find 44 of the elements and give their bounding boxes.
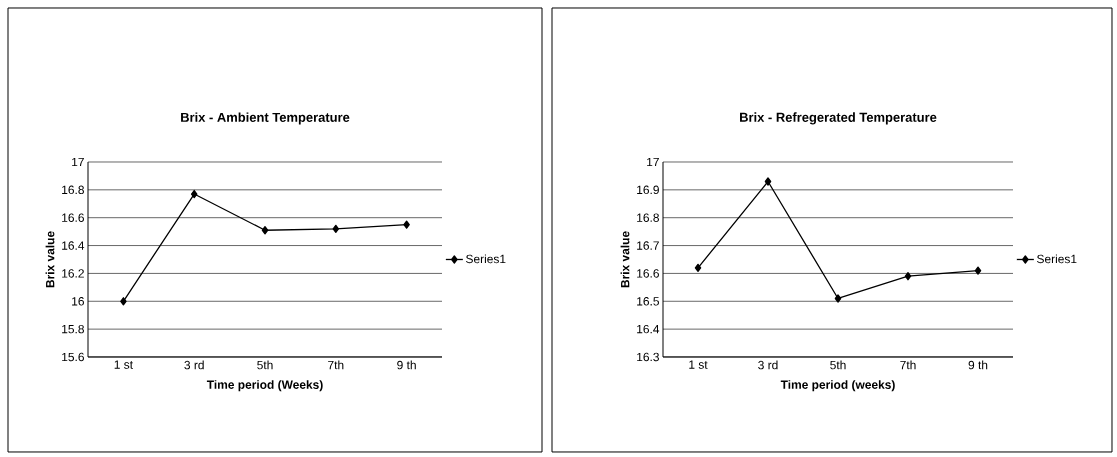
point: [694, 263, 702, 272]
y-tick-label: 15.6: [62, 352, 84, 362]
point: [904, 272, 912, 281]
x-tick-label: 5th: [830, 360, 846, 370]
y-tick-label: 16.6: [62, 213, 84, 222]
y-tick-label: 16: [72, 297, 84, 306]
y-tick-label: 17: [72, 157, 84, 167]
y-tick-label: 15.8: [62, 324, 84, 334]
y-tick-label: 17: [647, 157, 659, 167]
point: [190, 189, 198, 199]
y-tick-label: 16.4: [62, 241, 85, 250]
legend-label: Series1: [466, 254, 506, 264]
y-tick-label: 16.8: [637, 213, 659, 222]
point: [764, 177, 772, 186]
x-tick-label: 1 st: [689, 360, 708, 369]
y-tick-label: 16.6: [637, 269, 659, 278]
x-tick-label: 3 rd: [184, 360, 204, 370]
x-axis-title: Time period (Weeks): [206, 380, 323, 392]
point: [332, 224, 340, 233]
y-tick-label: 16.2: [62, 269, 84, 278]
legend-label: Series1: [1037, 254, 1077, 264]
x-axis-title: Time period (weeks): [780, 380, 895, 392]
x-tick-label: 7th: [900, 360, 916, 370]
y-tick-label: 16.7: [637, 241, 659, 250]
y-tick-label: 16.3: [637, 352, 659, 362]
y-tick-label: 16.5: [637, 297, 659, 306]
y-tick-label: 16.4: [637, 324, 660, 334]
y-tick-label: 16.9: [637, 185, 659, 195]
point: [403, 220, 410, 229]
y-axis-title: Brix value: [620, 231, 630, 288]
point: [120, 297, 127, 306]
point: [261, 226, 269, 235]
x-tick-label: 3 rd: [758, 360, 778, 370]
y-axis-title: Brix value: [45, 231, 55, 288]
chart-title: Brix - Refregerated Temperature: [740, 112, 937, 125]
x-tick-label: 9 th: [968, 360, 988, 370]
chart-title: Brix - Ambient Temperature: [181, 112, 350, 125]
y-tick-label: 16.8: [62, 185, 84, 195]
x-tick-label: 1 st: [114, 360, 133, 369]
x-tick-label: 9 th: [397, 360, 416, 370]
x-tick-label: 5th: [257, 360, 273, 370]
point: [834, 294, 842, 303]
x-tick-label: 7th: [328, 360, 344, 370]
point: [974, 266, 982, 275]
